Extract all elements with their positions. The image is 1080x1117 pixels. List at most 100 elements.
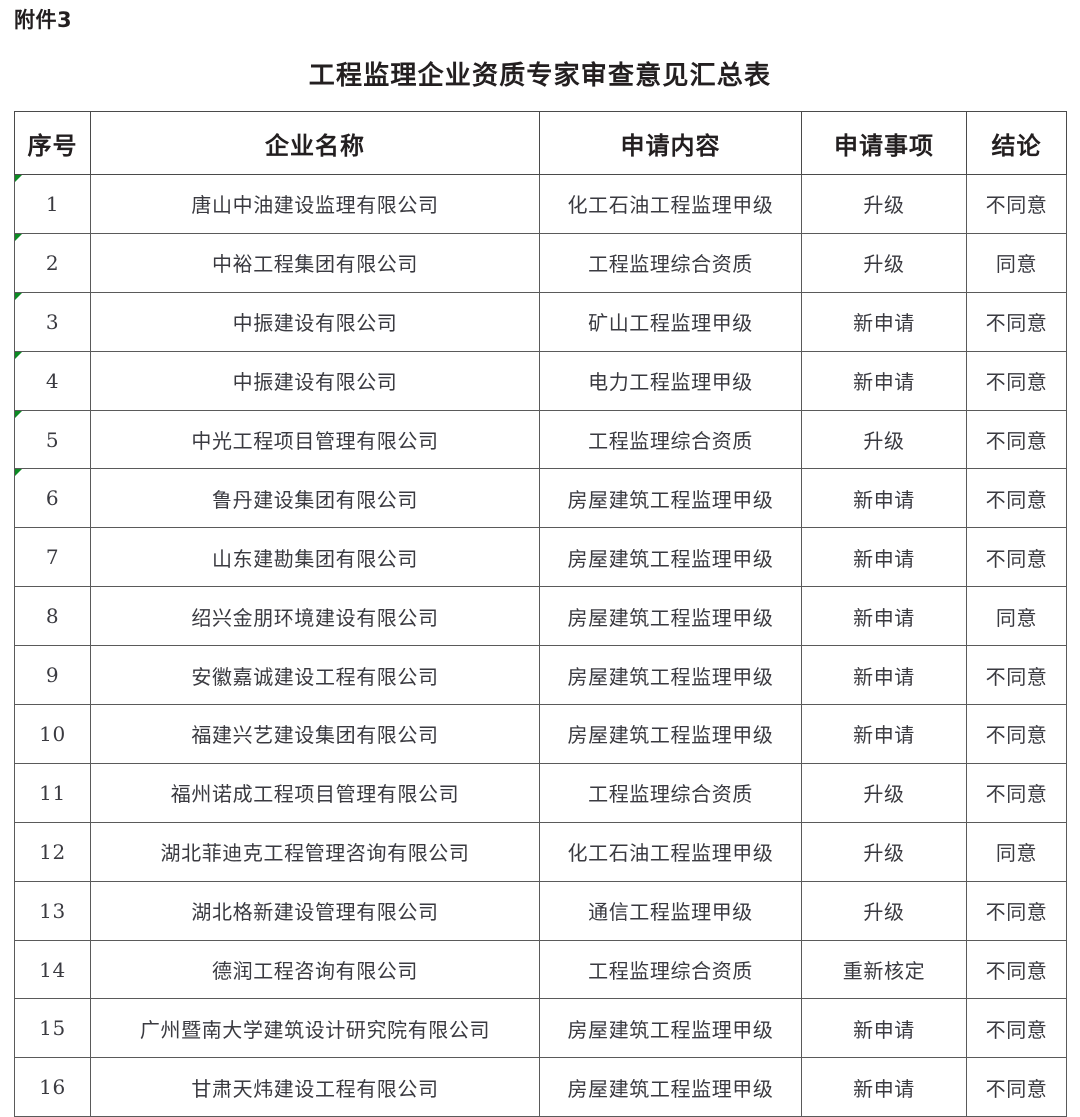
cell-company-name: 鲁丹建设集团有限公司 <box>90 468 540 529</box>
cell-application-item: 升级 <box>801 232 967 293</box>
cell-application-content: 矿山工程监理甲级 <box>539 291 802 352</box>
cell-sequence-number-text: 15 <box>39 1016 66 1041</box>
cell-application-item: 新申请 <box>801 291 967 352</box>
cell-sequence-number-text: 8 <box>45 604 60 629</box>
cell-error-indicator-icon <box>15 293 22 300</box>
cell-sequence-number-text: 12 <box>39 839 66 864</box>
table-row: 9 安徽嘉诚建设工程有限公司 房屋建筑工程监理甲级 新申请 不同意 <box>14 645 1067 706</box>
review-table: 序号 企业名称 申请内容 申请事项 结论 1 唐山中油建设监理有限公司 化工石油工程… <box>14 111 1067 1117</box>
cell-application-content: 工程监理综合资质 <box>539 232 802 293</box>
table-row: 14 德润工程咨询有限公司 工程监理综合资质 重新核定 不同意 <box>14 939 1067 1000</box>
cell-sequence-number-text: 1 <box>45 191 60 216</box>
cell-conclusion: 不同意 <box>966 998 1067 1059</box>
cell-application-item: 新申请 <box>801 704 967 764</box>
cell-sequence-number-text: 2 <box>45 250 60 275</box>
table-row: 13 湖北格新建设管理有限公司 通信工程监理甲级 升级 不同意 <box>14 880 1067 941</box>
table-row: 4 中振建设有限公司 电力工程监理甲级 新申请 不同意 <box>14 350 1067 411</box>
cell-sequence-number-text: 9 <box>45 663 60 688</box>
column-header-result: 结论 <box>966 111 1067 175</box>
cell-application-content: 房屋建筑工程监理甲级 <box>539 586 802 647</box>
cell-company-name: 安徽嘉诚建设工程有限公司 <box>90 645 540 706</box>
cell-conclusion: 同意 <box>966 232 1067 293</box>
column-header-seq: 序号 <box>14 111 91 175</box>
cell-application-content: 化工石油工程监理甲级 <box>539 174 802 234</box>
cell-application-content: 房屋建筑工程监理甲级 <box>539 704 802 764</box>
cell-sequence-number: 9 <box>14 645 91 706</box>
cell-application-item: 新申请 <box>801 586 967 647</box>
table-row: 10 福建兴艺建设集团有限公司 房屋建筑工程监理甲级 新申请 不同意 <box>14 704 1067 764</box>
cell-conclusion: 不同意 <box>966 350 1067 411</box>
cell-sequence-number: 13 <box>14 880 91 941</box>
table-row: 5 中光工程项目管理有限公司 工程监理综合资质 升级 不同意 <box>14 409 1067 470</box>
cell-sequence-number: 16 <box>14 1057 91 1117</box>
cell-conclusion: 不同意 <box>966 645 1067 706</box>
cell-sequence-number-text: 7 <box>45 545 60 570</box>
column-header-company: 企业名称 <box>90 111 540 175</box>
cell-error-indicator-icon <box>15 411 22 418</box>
cell-conclusion: 不同意 <box>966 762 1067 823</box>
table-row: 6 鲁丹建设集团有限公司 房屋建筑工程监理甲级 新申请 不同意 <box>14 468 1067 529</box>
cell-sequence-number: 7 <box>14 527 91 588</box>
cell-application-item: 升级 <box>801 821 967 882</box>
table-row: 12 湖北菲迪克工程管理咨询有限公司 化工石油工程监理甲级 升级 同意 <box>14 821 1067 882</box>
cell-company-name: 中光工程项目管理有限公司 <box>90 409 540 470</box>
cell-application-content: 工程监理综合资质 <box>539 939 802 1000</box>
table-header-row: 序号 企业名称 申请内容 申请事项 结论 <box>14 111 1067 175</box>
table-row: 2 中裕工程集团有限公司 工程监理综合资质 升级 同意 <box>14 232 1067 293</box>
cell-application-content: 房屋建筑工程监理甲级 <box>539 468 802 529</box>
cell-sequence-number-text: 16 <box>39 1075 66 1100</box>
cell-application-content: 工程监理综合资质 <box>539 409 802 470</box>
cell-application-item: 新申请 <box>801 1057 967 1117</box>
cell-company-name: 福州诺成工程项目管理有限公司 <box>90 762 540 823</box>
cell-application-item: 新申请 <box>801 350 967 411</box>
table-row: 7 山东建勘集团有限公司 房屋建筑工程监理甲级 新申请 不同意 <box>14 527 1067 588</box>
page-title: 工程监理企业资质专家审查意见汇总表 <box>308 61 772 91</box>
cell-application-content: 房屋建筑工程监理甲级 <box>539 645 802 706</box>
cell-conclusion: 不同意 <box>966 468 1067 529</box>
cell-sequence-number-text: 10 <box>39 721 66 746</box>
table-row: 11 福州诺成工程项目管理有限公司 工程监理综合资质 升级 不同意 <box>14 762 1067 823</box>
cell-conclusion: 不同意 <box>966 1057 1067 1117</box>
cell-conclusion: 不同意 <box>966 174 1067 234</box>
table-header: 序号 企业名称 申请内容 申请事项 结论 <box>14 111 1067 175</box>
cell-sequence-number: 4 <box>14 350 91 411</box>
cell-sequence-number: 3 <box>14 291 91 352</box>
cell-application-item: 新申请 <box>801 645 967 706</box>
cell-error-indicator-icon <box>15 352 22 359</box>
cell-company-name: 广州暨南大学建筑设计研究院有限公司 <box>90 998 540 1059</box>
column-header-content: 申请内容 <box>539 111 802 175</box>
cell-application-content: 通信工程监理甲级 <box>539 880 802 941</box>
cell-error-indicator-icon <box>15 234 22 241</box>
cell-company-name: 湖北菲迪克工程管理咨询有限公司 <box>90 821 540 882</box>
cell-application-content: 房屋建筑工程监理甲级 <box>539 527 802 588</box>
cell-company-name: 山东建勘集团有限公司 <box>90 527 540 588</box>
table-body: 1 唐山中油建设监理有限公司 化工石油工程监理甲级 升级 不同意 2 中裕工程集团有限公司工… <box>14 174 1067 1117</box>
table-row: 1 唐山中油建设监理有限公司 化工石油工程监理甲级 升级 不同意 <box>14 174 1067 234</box>
cell-application-item: 重新核定 <box>801 939 967 1000</box>
cell-sequence-number: 8 <box>14 586 91 647</box>
cell-application-item: 新申请 <box>801 998 967 1059</box>
cell-application-item: 新申请 <box>801 527 967 588</box>
cell-company-name: 中振建设有限公司 <box>90 350 540 411</box>
cell-sequence-number: 15 <box>14 998 91 1059</box>
cell-application-item: 升级 <box>801 409 967 470</box>
cell-sequence-number-text: 5 <box>45 427 60 452</box>
cell-sequence-number-text: 6 <box>45 486 60 511</box>
cell-sequence-number: 2 <box>14 232 91 293</box>
cell-sequence-number: 5 <box>14 409 91 470</box>
cell-conclusion: 同意 <box>966 821 1067 882</box>
cell-application-content: 化工石油工程监理甲级 <box>539 821 802 882</box>
cell-company-name: 福建兴艺建设集团有限公司 <box>90 704 540 764</box>
cell-sequence-number-text: 3 <box>45 309 60 334</box>
cell-application-item: 新申请 <box>801 468 967 529</box>
cell-application-item: 升级 <box>801 880 967 941</box>
cell-sequence-number: 11 <box>14 762 91 823</box>
cell-sequence-number-text: 4 <box>45 368 60 393</box>
cell-conclusion: 不同意 <box>966 704 1067 764</box>
cell-sequence-number-text: 13 <box>39 898 66 923</box>
cell-sequence-number: 6 <box>14 468 91 529</box>
cell-sequence-number: 12 <box>14 821 91 882</box>
table-row: 15 广州暨南大学建筑设计研究院有限公司 房屋建筑工程监理甲级 新申请 不同意 <box>14 998 1067 1059</box>
cell-error-indicator-icon <box>15 469 22 477</box>
